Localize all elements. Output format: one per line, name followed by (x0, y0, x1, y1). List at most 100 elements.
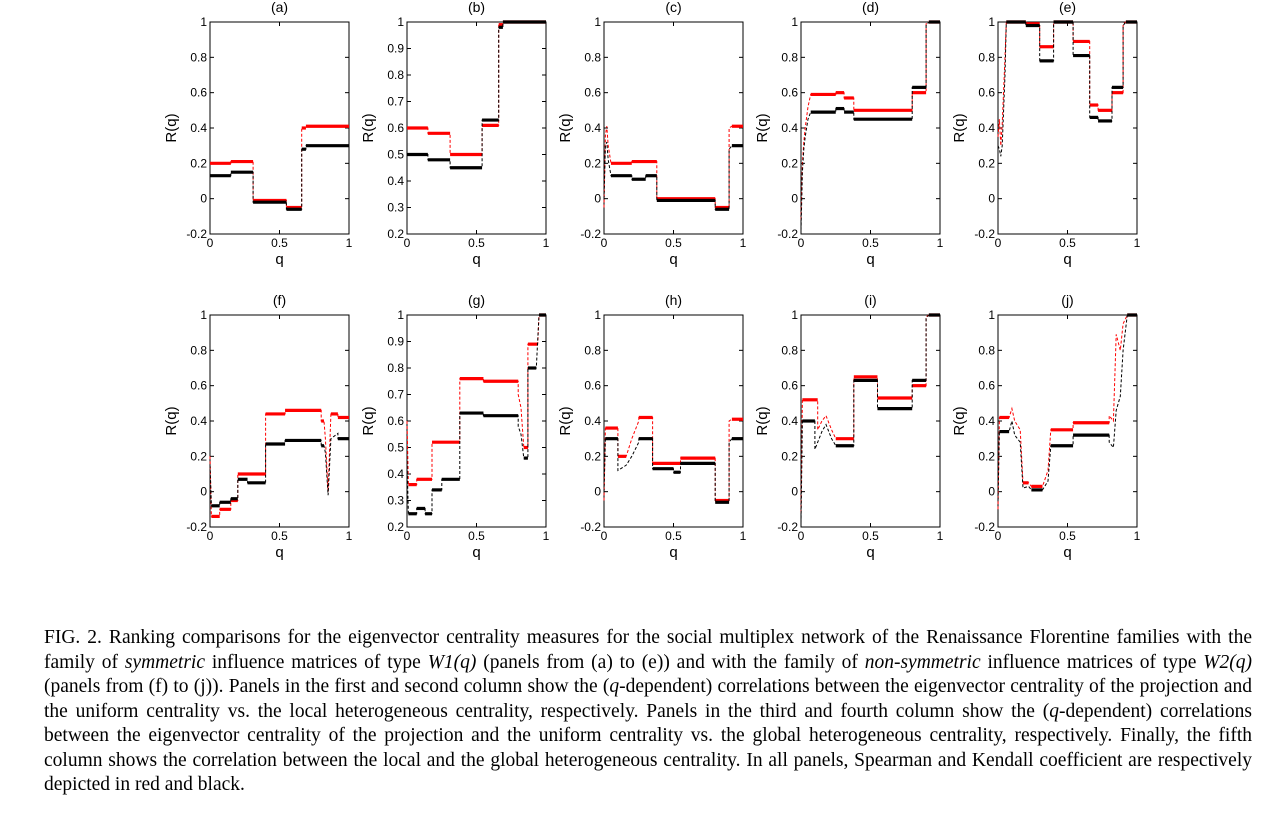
y-tick-label: 0.8 (584, 50, 601, 64)
x-tick-label: 0.5 (665, 236, 682, 250)
panel-title: (g) (468, 292, 485, 308)
y-tick-label: 1 (594, 308, 601, 322)
y-tick-label: 0 (791, 485, 798, 499)
y-tick-label: 0.4 (584, 414, 601, 428)
chart-panel: 0.2 0.3 0.4 0.5 0.6 0.7 0.8 0.9 1 0 0.5 1 q R(q) (b) (360, 0, 550, 268)
caption-emphasis-non-symmetric: non-symmetric (864, 651, 981, 673)
chart-panel: 0.2 0.3 0.4 0.5 0.6 0.7 0.8 0.9 1 0 0.5 1 q R(q) (g) (360, 292, 550, 561)
x-axis-label: q (669, 251, 677, 268)
panel-title: (b) (468, 0, 485, 15)
y-tick-label: 0.8 (781, 50, 798, 64)
x-tick-label: 1 (543, 236, 550, 250)
x-tick-label: 0.5 (665, 529, 682, 543)
x-tick-label: 0 (995, 529, 1002, 543)
y-tick-label: 0.7 (387, 95, 404, 109)
y-tick-label: -0.2 (186, 227, 207, 241)
y-tick-label: 0.9 (387, 42, 404, 56)
axes-box (603, 21, 744, 235)
x-tick-label: 0.5 (468, 236, 485, 250)
figure: -0.2 0 0.2 0.4 0.6 0.8 1 0 0.5 1 q R(q) (a) 0.2 0.3 0.4… (163, 0, 1141, 561)
chart-panel: -0.200.20.40.60.810 0.5 1qR(q)(d) (754, 0, 944, 268)
x-tick-label: 0.5 (1059, 529, 1076, 543)
y-tick-label: 0.3 (387, 494, 404, 508)
series-line-kendall (407, 21, 546, 169)
y-tick-label: 0.8 (387, 68, 404, 82)
x-tick-label: 0.5 (1059, 236, 1076, 250)
panel-title: (j) (1061, 292, 1073, 308)
y-tick-label: 0.8 (781, 343, 798, 357)
chart-panel: -0.200.20.40.60.810 0.5 1qR(q)(i) (754, 292, 944, 561)
y-axis-label: R(q) (360, 113, 377, 142)
y-tick-label: -0.2 (777, 227, 798, 241)
x-axis-label: q (866, 544, 874, 561)
x-axis-label: q (472, 251, 480, 268)
chart-panel: -0.200.20.40.60.810 0.5 1qR(q)(c) (557, 0, 747, 268)
y-tick-label: 1 (200, 308, 207, 322)
panel-title: (a) (271, 0, 288, 15)
y-tick-label: 1 (594, 15, 601, 29)
x-tick-label: 1 (346, 529, 353, 543)
y-tick-label: 0.6 (781, 86, 798, 100)
series-line-kendall (800, 314, 940, 524)
x-tick-label: 0 (995, 236, 1002, 250)
y-tick-label: -0.2 (777, 520, 798, 534)
caption-text: influence matrices of type (205, 651, 428, 673)
y-axis-label: R(q) (163, 406, 180, 435)
series-line-kendall (997, 21, 1137, 157)
y-tick-label: 1 (397, 308, 404, 322)
chart-panel: -0.200.20.40.60.810 0.5 1qR(q)(j) (951, 292, 1141, 561)
caption-math-q: q (609, 676, 620, 697)
y-tick-label: 0.6 (190, 86, 207, 100)
y-tick-label: 0.6 (584, 86, 601, 100)
x-tick-label: 0.5 (468, 529, 485, 543)
y-tick-label: 0.2 (584, 449, 601, 463)
caption-math-q: q (1049, 700, 1059, 722)
axes-box (997, 21, 1138, 235)
x-tick-label: 1 (1134, 236, 1141, 250)
series-line-kendall (603, 438, 743, 503)
y-axis-label: R(q) (163, 113, 180, 142)
series-line-kendall (800, 21, 940, 231)
caption-text: FIG. 2. Ranking comparisons for the eige… (44, 627, 1252, 673)
y-axis-label: R(q) (951, 113, 968, 142)
x-tick-label: 0.5 (271, 529, 288, 543)
y-tick-label: 0.8 (190, 343, 207, 357)
y-tick-label: 0.3 (387, 201, 404, 215)
y-tick-label: 1 (397, 15, 404, 29)
x-tick-label: 0.5 (862, 236, 879, 250)
panel-title: (d) (862, 0, 879, 15)
y-tick-label: 0 (200, 192, 207, 206)
y-axis-label: R(q) (754, 113, 771, 142)
y-axis-label: R(q) (951, 406, 968, 435)
panel-title: (f) (273, 292, 286, 308)
panel-title: (c) (665, 0, 681, 15)
y-tick-label: 0.6 (584, 379, 601, 393)
x-axis-label: q (1063, 251, 1071, 268)
y-tick-label: 0.6 (387, 121, 404, 135)
y-tick-label: 0.9 (387, 335, 404, 349)
y-tick-label: 0.4 (190, 414, 207, 428)
y-axis-label: R(q) (754, 406, 771, 435)
y-axis-label: R(q) (360, 406, 377, 435)
x-axis-label: q (866, 251, 874, 268)
x-axis-label: q (275, 544, 283, 561)
x-tick-label: 0.5 (862, 529, 879, 543)
y-tick-label: 1 (791, 15, 798, 29)
y-tick-label: 0.8 (190, 50, 207, 64)
caption-text: influence matrices of type (980, 651, 1204, 673)
axes-box (603, 314, 744, 528)
x-tick-label: 0 (601, 236, 608, 250)
series-line-kendall (997, 314, 1137, 501)
x-tick-label: 0.5 (271, 236, 288, 250)
axes-box (800, 21, 941, 235)
caption-math-w1: W1(q) (427, 651, 477, 673)
y-tick-label: 1 (791, 308, 798, 322)
x-tick-label: 0 (404, 236, 411, 250)
series-line-spearman (603, 125, 743, 208)
y-tick-label: 0.6 (781, 379, 798, 393)
y-axis-label: R(q) (557, 406, 574, 435)
y-tick-label: -0.2 (974, 227, 995, 241)
y-tick-label: 1 (988, 15, 995, 29)
x-axis-label: q (472, 544, 480, 561)
y-tick-label: 0.4 (781, 121, 798, 135)
